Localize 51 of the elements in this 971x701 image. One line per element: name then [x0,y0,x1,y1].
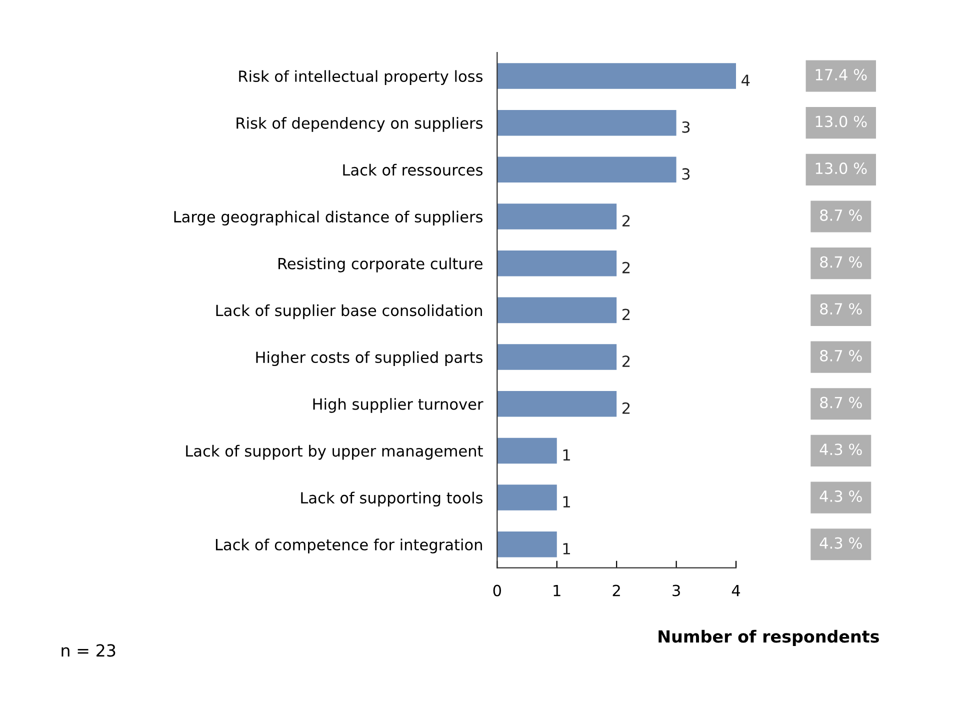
bar [497,204,617,230]
text: 17.4 % [816,68,867,80]
y-tick-label: Lack of supplier base consolidation [216,304,482,320]
y-tick-label: High supplier turnover [313,398,484,413]
text: 8.7 % [820,303,862,315]
y-tick-label: Large geographical distance of suppliers [174,210,483,226]
data-label: 3 [682,121,690,133]
bar [497,484,557,510]
x-tick-label: 1 [554,584,560,596]
data-label: 2 [622,356,630,367]
x-tick-label: 4 [732,584,740,596]
y-tick-label: Risk of dependency on suppliers [236,117,483,132]
bar [497,344,617,370]
bar [497,297,617,324]
y-tick-label: Lack of supporting tools [301,492,483,507]
x-tick-label: 0 [493,584,501,596]
text: n = 23 [62,644,116,657]
x-tick-label: 3 [672,584,680,596]
text: 4.3 % [820,490,862,502]
y-tick-label: Risk of intellectual property loss [239,70,483,85]
text: 13.0 % [816,162,867,174]
data-label: 2 [622,402,630,414]
data-label: 4 [742,74,750,86]
data-label: 2 [622,308,630,320]
data-label: 1 [563,449,570,461]
y-tick-label: Resisting corporate culture [278,258,482,272]
y-tick-label: Higher costs of supplied parts [256,351,483,366]
y-tick-label: Lack of competence for integration [216,538,482,554]
bar [497,110,676,136]
bar [497,250,617,276]
bar [497,390,617,417]
data-label: 2 [622,215,630,226]
data-label: 3 [682,168,690,180]
text: 8.7 % [820,209,862,221]
text: 13.0 % [816,116,867,128]
bar [497,438,557,464]
text: 8.7 % [820,350,862,362]
text: 4.3 % [820,444,862,456]
data-label: 1 [563,543,570,554]
data-label: 1 [563,496,570,508]
y-tick-label: Lack of ressources [343,164,483,176]
x-axis-title: Number of respondents [658,630,879,646]
text: 8.7 % [820,256,862,268]
bar [497,532,557,558]
bar [497,156,676,183]
data-label: 2 [622,262,630,274]
y-tick-label: Lack of support by upper management [186,444,483,460]
text: 8.7 % [820,396,862,408]
x-tick-label: 2 [612,584,620,596]
bar [497,63,736,89]
text: 4.3 % [820,537,862,549]
